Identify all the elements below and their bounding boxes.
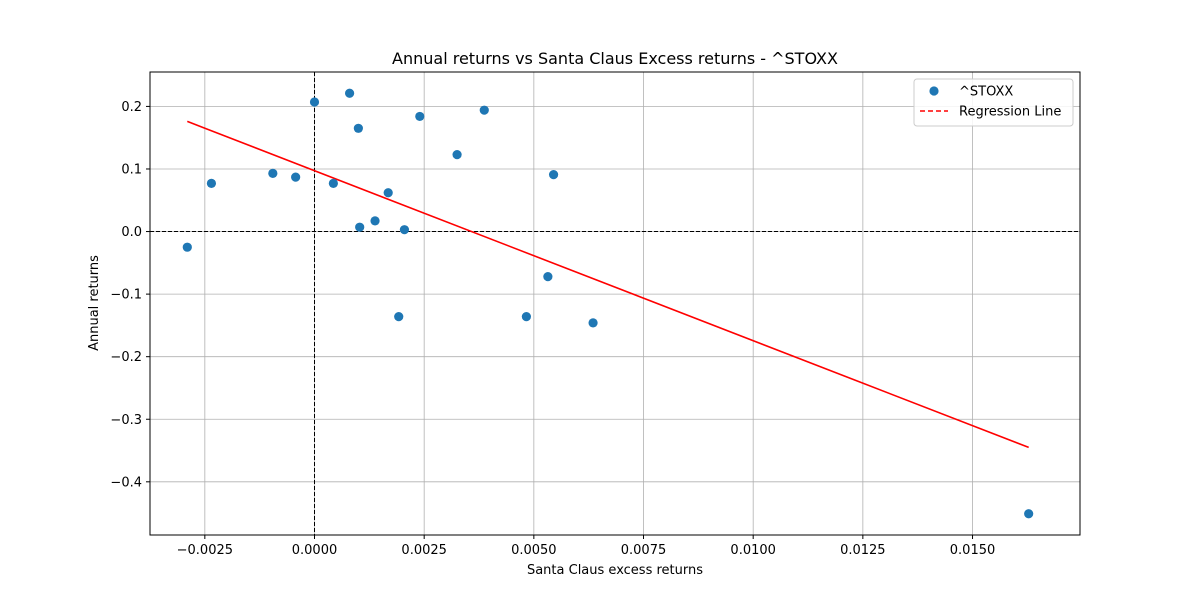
regression-line — [187, 120, 1029, 449]
data-point — [355, 222, 365, 232]
legend-point-marker — [929, 86, 939, 96]
scatter-points — [182, 88, 1034, 519]
data-point — [543, 272, 553, 282]
legend-box — [913, 78, 1074, 127]
data-point — [588, 318, 598, 328]
data-point — [452, 149, 462, 160]
x-tick-label: 0.0125 — [840, 543, 886, 558]
grid — [150, 72, 1080, 535]
data-point — [548, 170, 559, 180]
data-point — [394, 312, 404, 322]
x-axis-label: Santa Claus excess returns — [527, 563, 703, 578]
legend-label: Regression Line — [959, 105, 1061, 120]
data-point — [399, 225, 410, 235]
data-point — [370, 216, 380, 226]
data-point — [206, 178, 217, 188]
reference-lines — [150, 72, 1080, 535]
y-tick-label: −0.1 — [110, 288, 142, 303]
x-tick-label: 0.0025 — [401, 543, 447, 558]
data-point — [268, 168, 278, 178]
data-point — [479, 105, 489, 115]
x-tick-label: 0.0075 — [621, 543, 667, 558]
y-axis-label: Annual returns — [87, 255, 102, 351]
y-tick-label: 0.2 — [121, 100, 142, 115]
legend: ^STOXX Regression Line — [913, 78, 1074, 127]
data-point — [309, 97, 320, 107]
data-point — [291, 172, 301, 182]
data-point — [353, 123, 363, 133]
data-point — [521, 312, 531, 322]
x-tick-label: −0.0025 — [177, 543, 233, 558]
y-tick-label: −0.4 — [110, 475, 142, 490]
data-point — [383, 188, 393, 198]
legend-label: ^STOXX — [959, 85, 1013, 100]
data-point — [345, 88, 355, 98]
chart-title: Annual returns vs Santa Claus Excess ret… — [392, 49, 838, 68]
y-axis-ticks: −0.4 −0.3 −0.2 −0.1 0.0 0.1 0.2 — [110, 100, 150, 490]
x-tick-label: 0.0000 — [292, 543, 338, 558]
y-tick-label: 0.1 — [121, 162, 142, 177]
x-tick-label: 0.0050 — [511, 543, 557, 558]
y-tick-label: −0.2 — [110, 350, 142, 365]
y-tick-label: −0.3 — [110, 413, 142, 428]
x-tick-label: 0.0100 — [730, 543, 776, 558]
y-tick-label: 0.0 — [121, 225, 142, 240]
plot-frame — [149, 71, 1081, 536]
x-tick-label: 0.0150 — [950, 543, 996, 558]
regression-layer — [187, 120, 1029, 449]
data-point — [1024, 509, 1034, 519]
data-point — [328, 178, 338, 188]
x-axis-ticks: −0.0025 0.0000 0.0025 0.0050 0.0075 0.0100 0.0… — [177, 535, 996, 558]
data-point — [182, 242, 192, 252]
data-point — [415, 111, 425, 122]
